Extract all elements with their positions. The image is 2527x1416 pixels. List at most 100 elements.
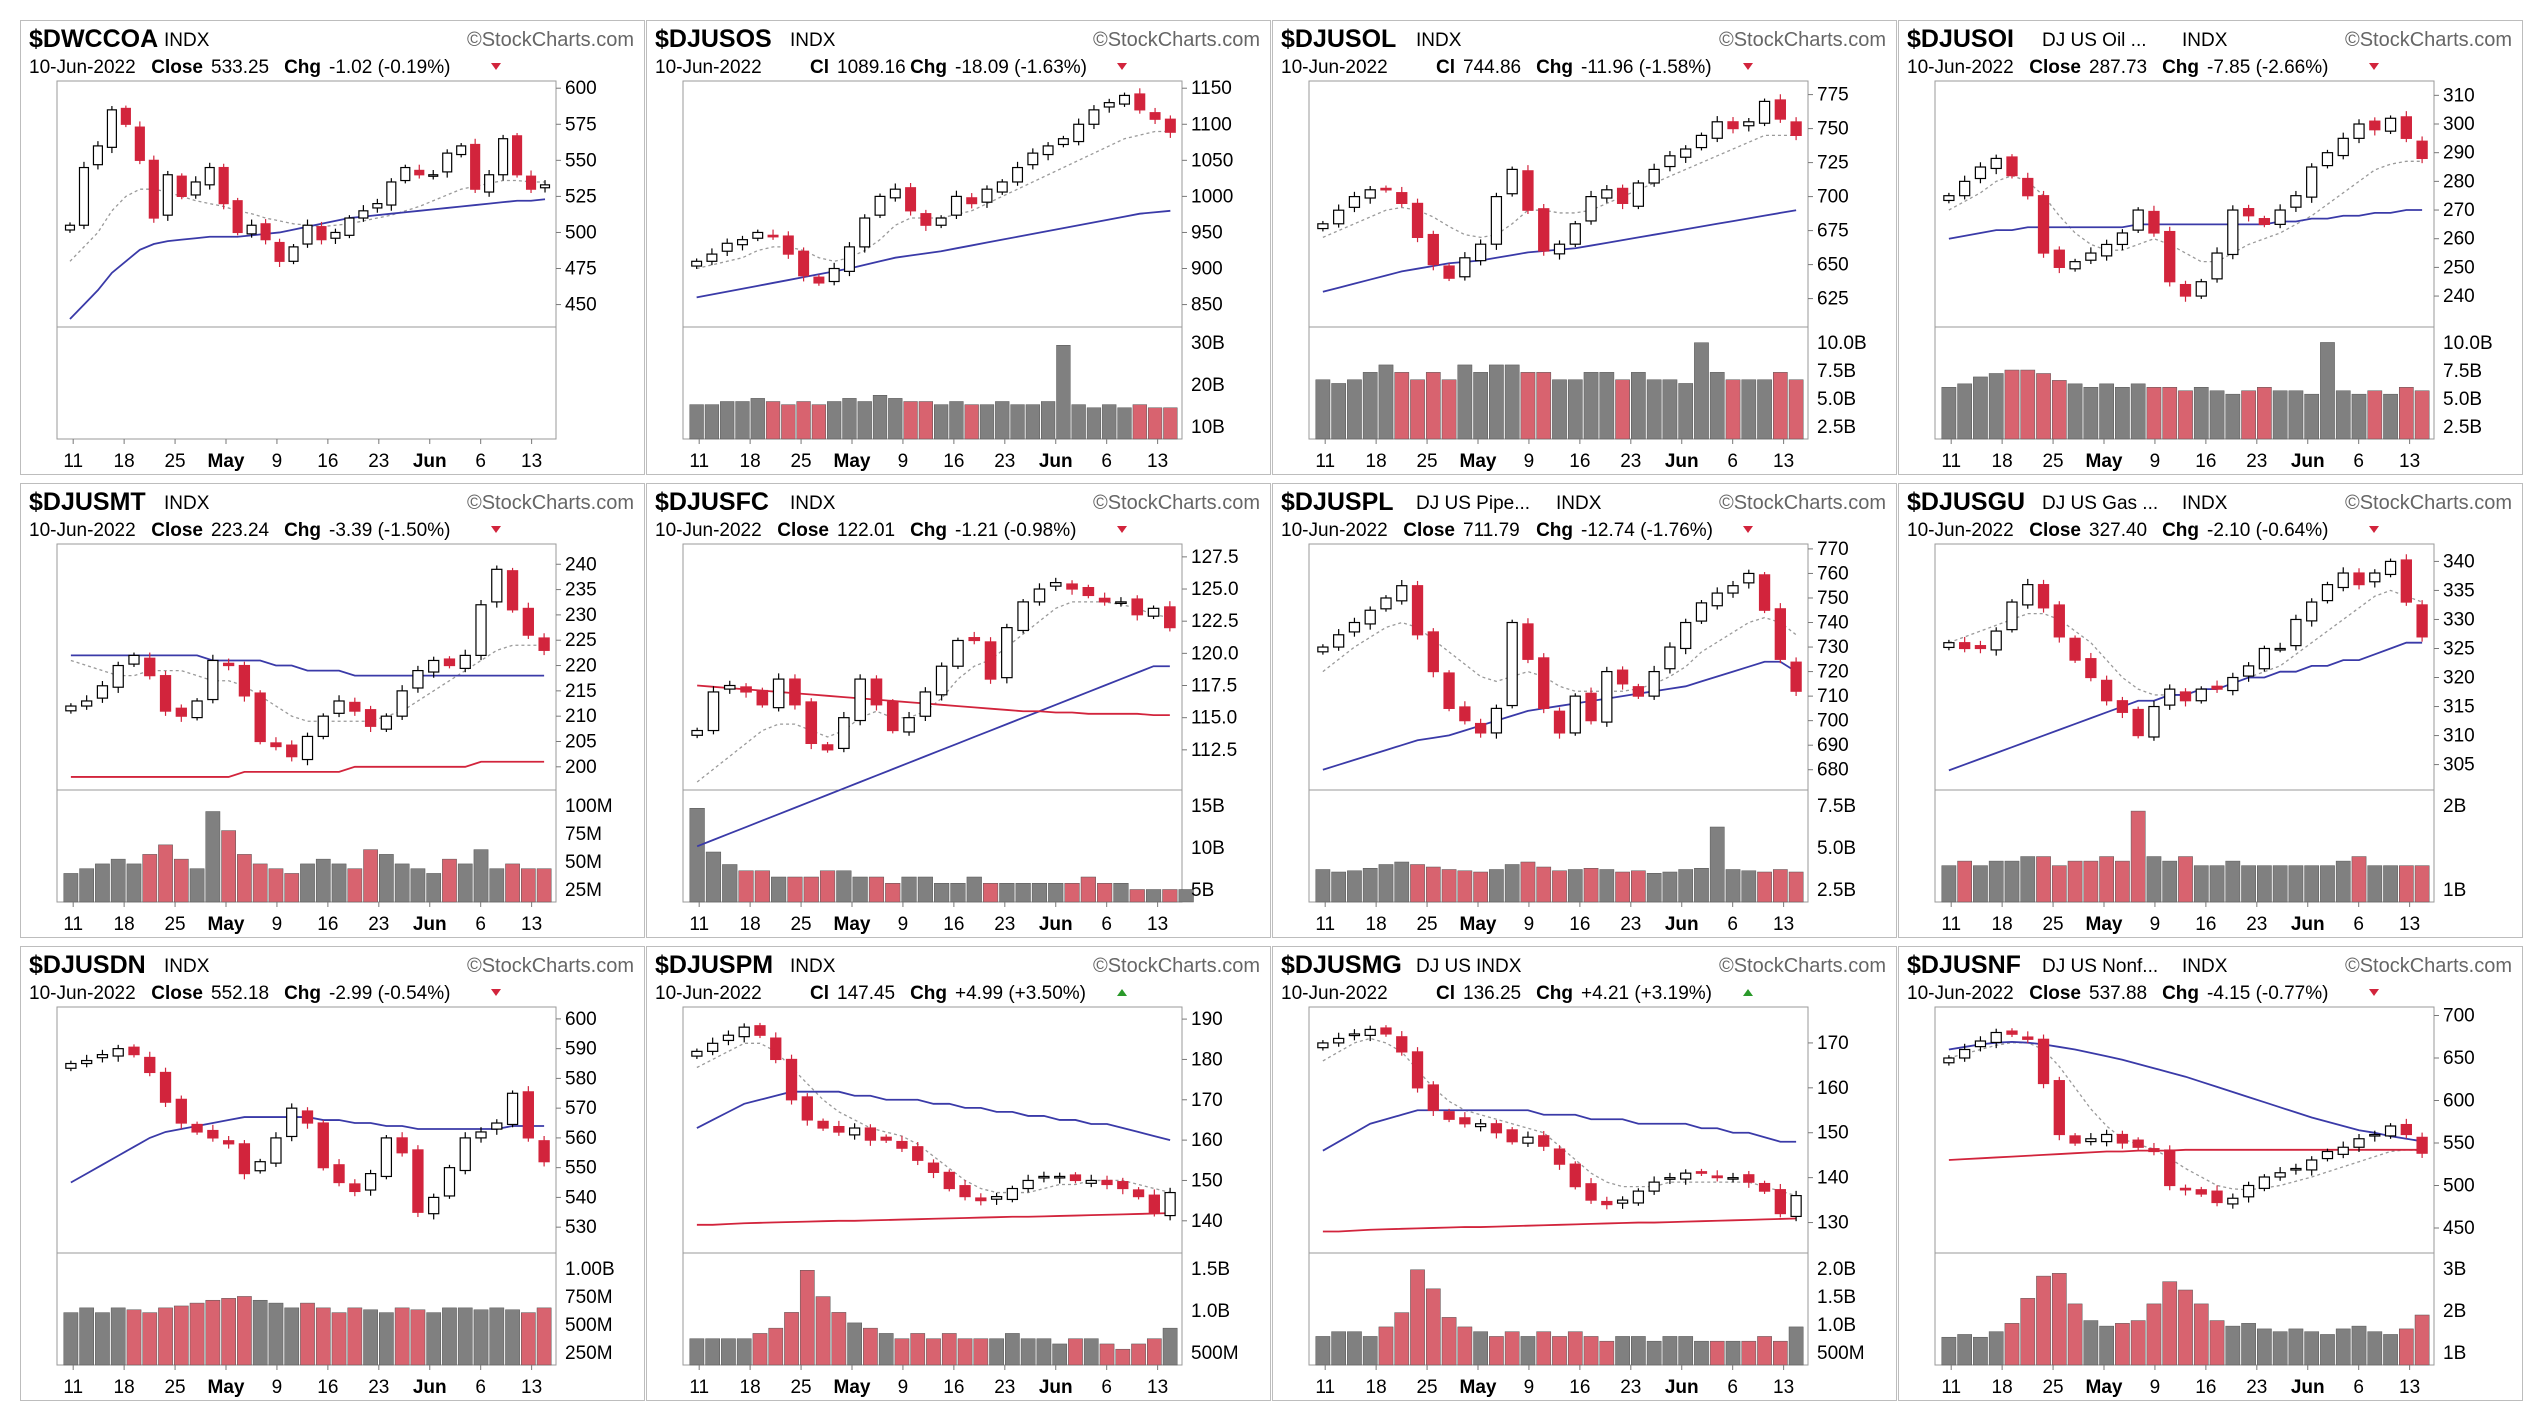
x-tick-label: 23 bbox=[368, 914, 389, 935]
ma-gray-line bbox=[696, 601, 1170, 783]
candle-body bbox=[302, 224, 313, 245]
x-tick-label: 13 bbox=[1773, 451, 1794, 472]
y-tick-label: 575 bbox=[565, 114, 597, 135]
volume-bar bbox=[957, 1338, 973, 1366]
volume-bar bbox=[2083, 1320, 2099, 1366]
chart-date: 10-Jun-2022 bbox=[655, 983, 762, 1004]
candle-body bbox=[396, 690, 408, 717]
volume-bar bbox=[966, 876, 982, 903]
candle-body bbox=[2006, 156, 2018, 177]
candle-body bbox=[1695, 134, 1708, 149]
x-tick-label: Jun bbox=[413, 914, 447, 935]
volume-bar bbox=[1005, 1333, 1020, 1366]
chart-panel[interactable]: $DJUSOL INDX ©StockCharts.com 10-Jun-2022 Cl… bbox=[1272, 20, 1897, 475]
candle-body bbox=[1711, 121, 1723, 139]
chart-panel[interactable]: $DJUSNF DJ US Nonf... INDX ©StockCharts.com… bbox=[1898, 946, 2523, 1401]
candle-body bbox=[2195, 688, 2207, 702]
candle-body bbox=[943, 1171, 955, 1190]
chart-panel[interactable]: $DJUSDN INDX ©StockCharts.com 10-Jun-2022 Cl… bbox=[20, 946, 645, 1401]
candle-body bbox=[950, 195, 962, 216]
x-tick-label: 16 bbox=[1569, 451, 1590, 472]
volume-bar bbox=[771, 876, 787, 903]
candle-body bbox=[1149, 112, 1161, 120]
x-tick-label: May bbox=[208, 1377, 245, 1398]
candle-body bbox=[2321, 152, 2334, 167]
x-tick-label: 11 bbox=[689, 914, 709, 935]
vol-tick-label: 10B bbox=[1191, 417, 1225, 438]
volume-bar bbox=[457, 863, 473, 903]
volume-bar bbox=[1457, 364, 1473, 440]
chart-exchange: INDX bbox=[164, 30, 210, 51]
chart-panel[interactable]: $DWCCOA INDX ©StockCharts.com 10-Jun-2022 Cl… bbox=[20, 20, 645, 475]
close-label: Close bbox=[151, 57, 203, 78]
x-tick-label: 23 bbox=[1620, 1377, 1641, 1398]
candle-body bbox=[1569, 1163, 1581, 1188]
chart-panel[interactable]: $DJUSMG DJ US INDX ©StockCharts.com 10-Jun-2… bbox=[1272, 946, 1897, 1401]
volume-bar bbox=[1056, 345, 1071, 440]
ma-gray-line bbox=[1322, 616, 1797, 692]
chart-symbol: $DJUSDN bbox=[29, 951, 146, 979]
volume-bar bbox=[63, 873, 79, 903]
volume-bar bbox=[79, 868, 95, 903]
volume-bar bbox=[2004, 860, 2020, 903]
chart-date: 10-Jun-2022 bbox=[655, 57, 762, 78]
y-tick-label: 300 bbox=[2443, 114, 2475, 135]
chart-exchange: INDX bbox=[790, 493, 836, 514]
candle-body bbox=[1427, 1084, 1439, 1111]
volume-bar bbox=[2367, 865, 2383, 903]
volume-bar bbox=[2178, 390, 2193, 440]
volume-bar bbox=[1080, 876, 1096, 903]
chart-description: DJ US Gas ... bbox=[2042, 493, 2158, 514]
volume-bar bbox=[1132, 404, 1147, 440]
candle-body bbox=[1790, 121, 1802, 136]
close-label: Cl bbox=[1436, 983, 1455, 1004]
candle-body bbox=[1427, 631, 1439, 673]
ma-blue-line bbox=[1322, 660, 1797, 771]
volume-bar bbox=[888, 398, 903, 440]
candle-body bbox=[990, 1195, 1003, 1200]
candle-body bbox=[1054, 1175, 1066, 1179]
volume-bar bbox=[1709, 372, 1725, 440]
chart-panel[interactable]: $DJUSMT INDX ©StockCharts.com 10-Jun-2022 Cl… bbox=[20, 483, 645, 938]
volume-bar bbox=[1425, 1288, 1441, 1366]
chart-panel[interactable]: $DJUSFC INDX ©StockCharts.com 10-Jun-2022 Cl… bbox=[646, 483, 1271, 938]
y-tick-label: 950 bbox=[1191, 222, 1223, 243]
candle-body bbox=[333, 1164, 345, 1184]
volume-bar bbox=[1162, 889, 1178, 903]
candle-body bbox=[782, 235, 794, 255]
chart-panel[interactable]: $DJUSOS INDX ©StockCharts.com 10-Jun-2022 Cl… bbox=[646, 20, 1271, 475]
chart-panel[interactable]: $DJUSPM INDX ©StockCharts.com 10-Jun-2022 Cl… bbox=[646, 946, 1271, 1401]
candle-body bbox=[1085, 1179, 1097, 1184]
candle-body bbox=[81, 700, 93, 707]
volume-bar bbox=[1552, 1336, 1567, 1366]
chart-panel[interactable]: $DJUSOI DJ US Oil ... INDX ©StockCharts.com… bbox=[1898, 20, 2523, 475]
candle-body bbox=[2022, 584, 2034, 606]
chart-svg: $DJUSFC INDX ©StockCharts.com 10-Jun-2022 Cl… bbox=[655, 488, 1260, 935]
chg-label: Chg bbox=[284, 520, 321, 541]
close-label: Cl bbox=[810, 57, 829, 78]
candle-body bbox=[1006, 1187, 1019, 1201]
candle-body bbox=[2022, 1036, 2034, 1040]
candle-body bbox=[286, 744, 298, 758]
candle-body bbox=[470, 143, 481, 190]
candle-body bbox=[274, 241, 285, 262]
candle-body bbox=[386, 181, 397, 206]
chart-panel[interactable]: $DJUSGU DJ US Gas ... INDX ©StockCharts.com… bbox=[1898, 483, 2523, 938]
volume-bar bbox=[2414, 865, 2430, 903]
close-value: 744.86 bbox=[1463, 57, 1521, 78]
candle-body bbox=[1990, 1031, 2002, 1044]
volume-bar bbox=[903, 401, 918, 440]
volume-bar bbox=[1957, 383, 1973, 440]
y-tick-label: 600 bbox=[565, 1009, 597, 1030]
candle-body bbox=[106, 109, 117, 148]
chg-label: Chg bbox=[1536, 983, 1573, 1004]
candle-body bbox=[2211, 685, 2223, 690]
candle-body bbox=[1990, 157, 2002, 170]
volume-bar bbox=[705, 851, 722, 903]
volume-bar bbox=[857, 401, 872, 440]
x-tick-label: 6 bbox=[1727, 914, 1738, 935]
x-tick-label: 16 bbox=[2195, 451, 2216, 472]
x-tick-label: 9 bbox=[898, 914, 909, 935]
x-tick-label: 18 bbox=[740, 451, 761, 472]
chart-panel[interactable]: $DJUSPL DJ US Pipe... INDX ©StockCharts.com… bbox=[1272, 483, 1897, 938]
